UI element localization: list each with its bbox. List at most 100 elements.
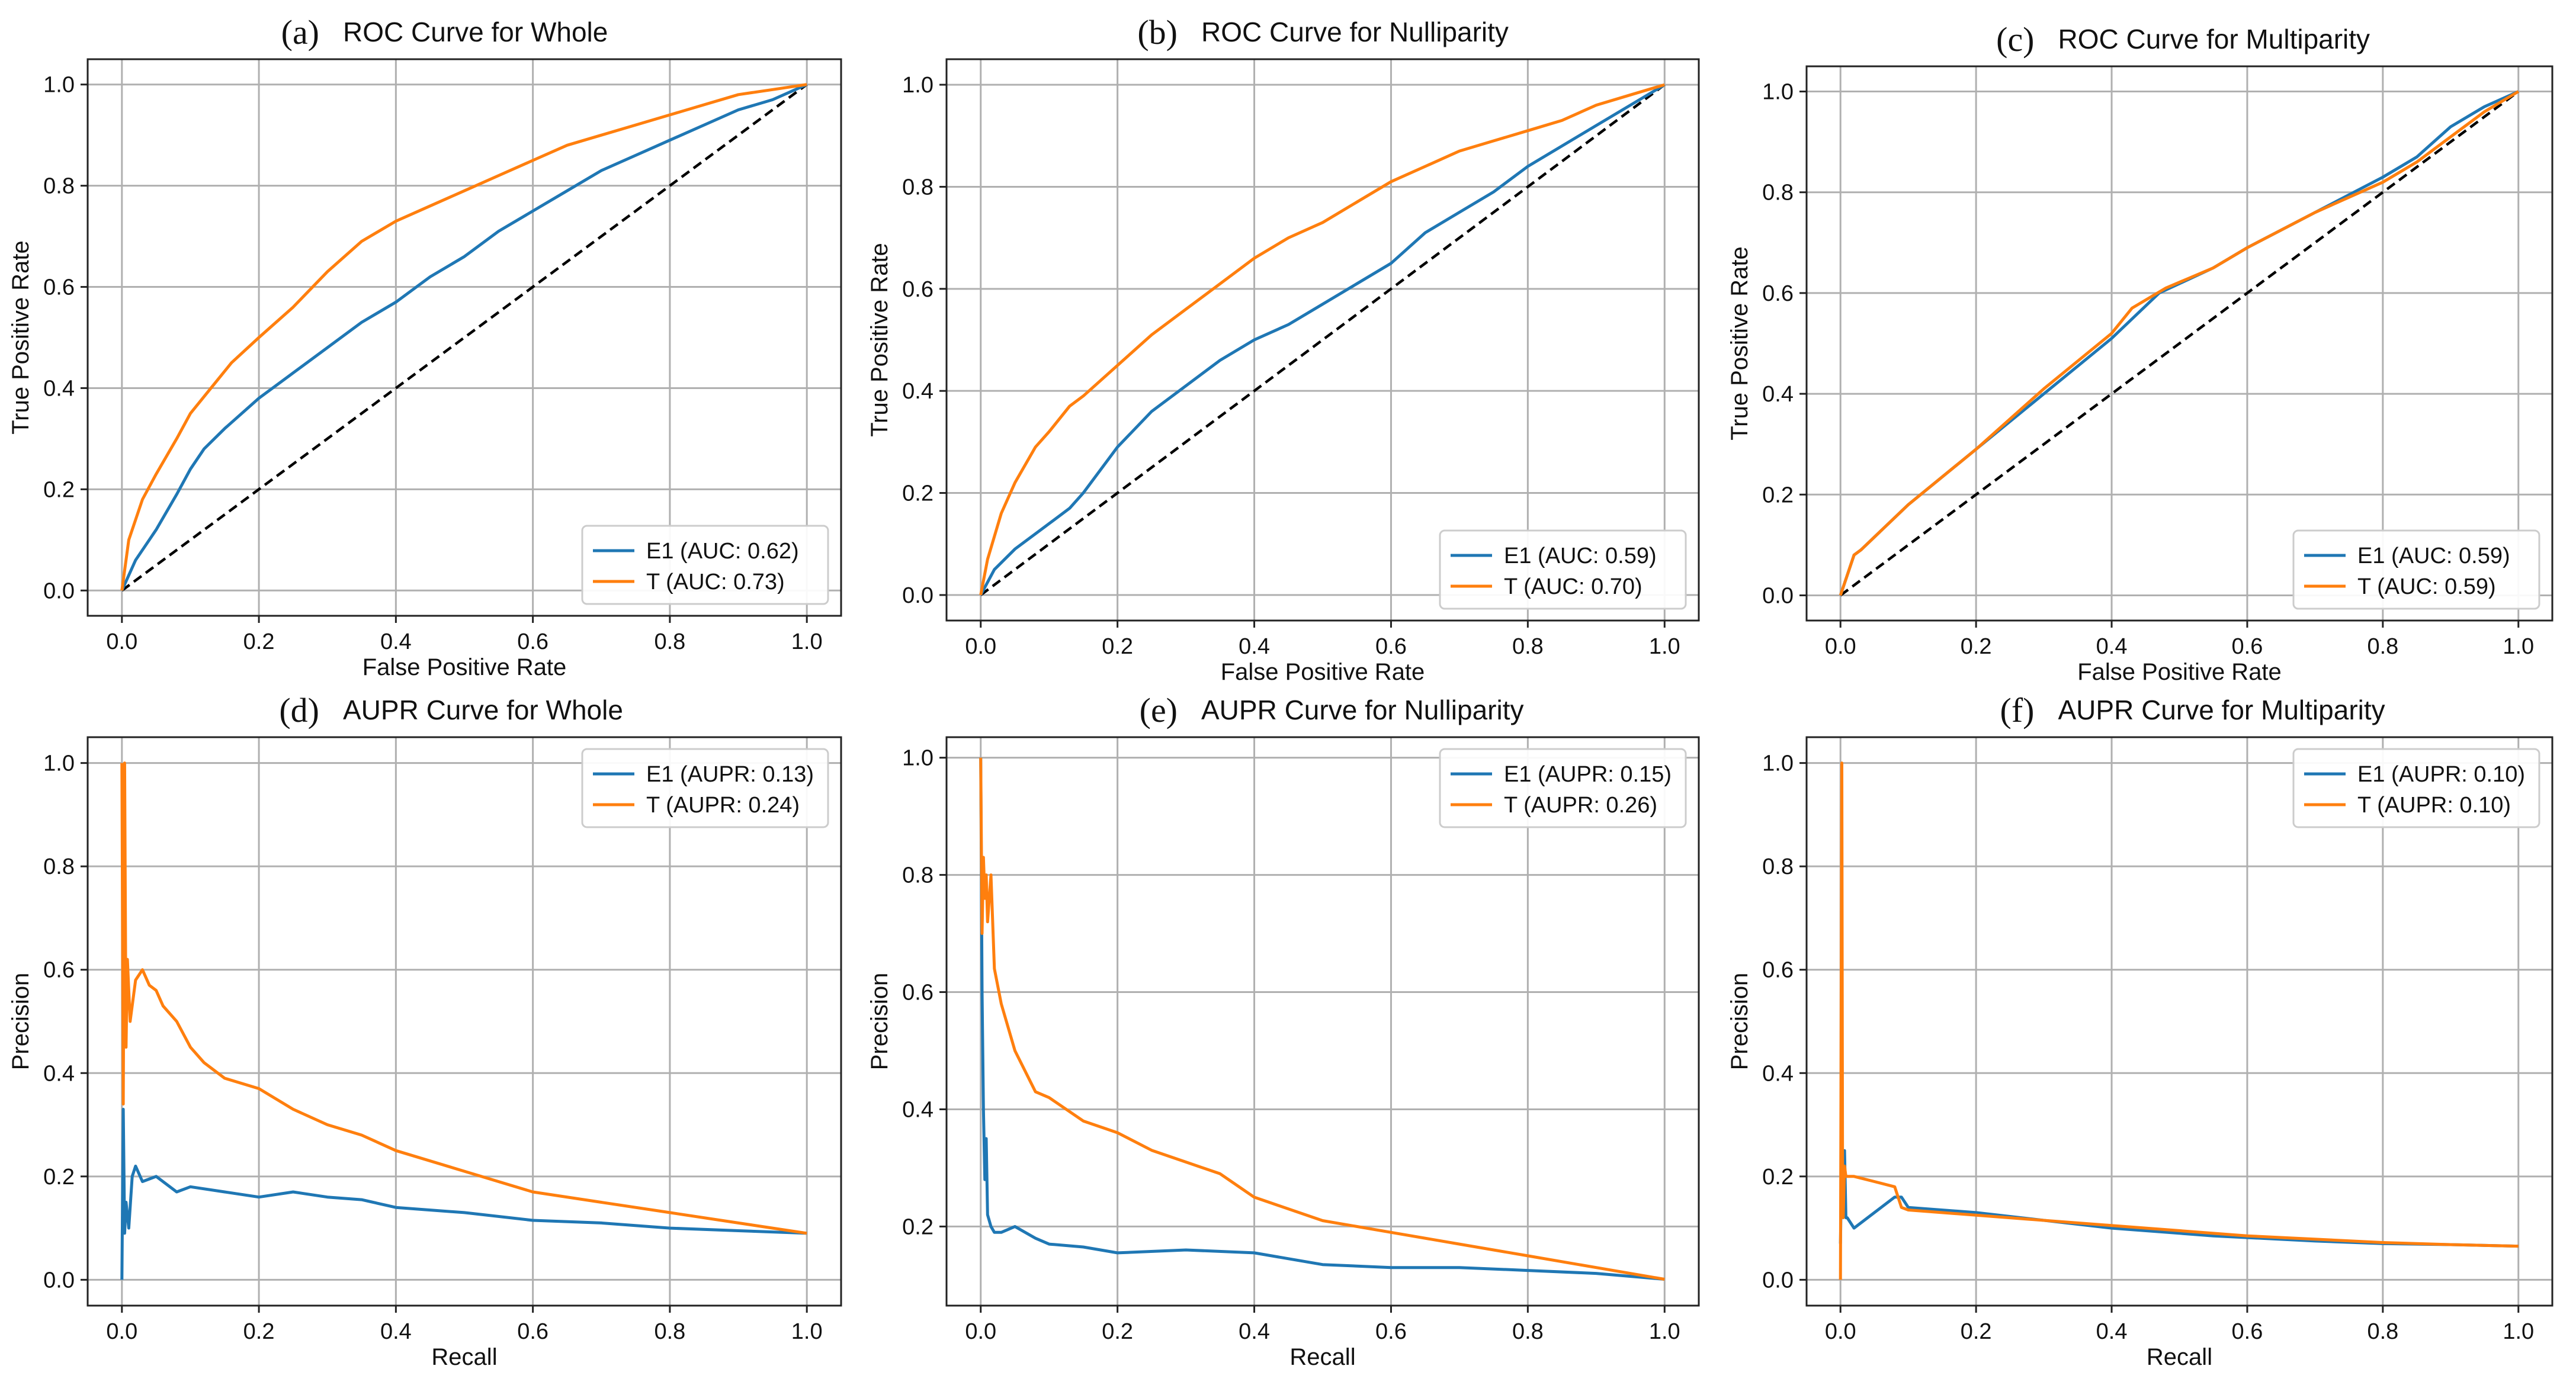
series-line-e1 bbox=[979, 83, 1666, 596]
legend-box bbox=[581, 525, 829, 605]
x-tick-label: 0.2 bbox=[1961, 1319, 1992, 1344]
y-tick-label: 0.8 bbox=[1762, 854, 1794, 879]
y-tick-label: 0.4 bbox=[43, 1061, 75, 1086]
panel-letter: (f) bbox=[2000, 691, 2035, 729]
chance-diagonal-line bbox=[1839, 90, 2520, 597]
legend-label-t: T (AUC: 0.70) bbox=[1504, 574, 1643, 599]
x-tick-label: 0.2 bbox=[1102, 1319, 1133, 1344]
y-axis-label: Precision bbox=[1727, 973, 1753, 1071]
y-tick-label: 1.0 bbox=[902, 73, 933, 98]
legend-label-e1: E1 (AUPR: 0.10) bbox=[2357, 762, 2525, 787]
plot-frame bbox=[945, 736, 1700, 1307]
y-tick-label: 0.0 bbox=[1762, 1268, 1794, 1293]
legend-label-e1: E1 (AUC: 0.62) bbox=[646, 539, 799, 564]
y-tick-label: 0.0 bbox=[43, 578, 75, 603]
x-tick-label: 0.4 bbox=[1239, 634, 1270, 659]
x-tick-label: 0.6 bbox=[1375, 634, 1407, 659]
panel-letter: (b) bbox=[1137, 13, 1178, 52]
series-line-t bbox=[979, 757, 1665, 1281]
x-tick-label: 0.8 bbox=[1512, 634, 1544, 659]
x-tick-label: 0.8 bbox=[654, 629, 685, 654]
x-tick-label: 0.2 bbox=[1961, 634, 1992, 659]
x-tick-label: 0.8 bbox=[2367, 634, 2398, 659]
series-line-e1 bbox=[979, 757, 1665, 1281]
series-line-t bbox=[1839, 761, 2519, 1280]
y-tick-label: 0.2 bbox=[902, 481, 933, 506]
legend-label-t: T (AUC: 0.73) bbox=[646, 570, 785, 594]
panel-title: ROC Curve for Whole bbox=[343, 17, 608, 47]
x-axis-label: False Positive Rate bbox=[1221, 659, 1425, 685]
plot-frame bbox=[86, 58, 842, 617]
x-tick-label: 0.6 bbox=[517, 629, 548, 654]
y-axis-label: True Positive Rate bbox=[867, 243, 893, 437]
x-tick-label: 0.0 bbox=[965, 1319, 996, 1344]
panel-b: 0.0 0.2 0.4 0.6 0.8 1.0 0.0 0.2 0.4 0.6 0.8 1.0 Fals… bbox=[867, 13, 1700, 685]
panel-title: AUPR Curve for Whole bbox=[343, 695, 623, 725]
y-tick-label: 0.2 bbox=[1762, 1165, 1794, 1190]
y-tick-label: 0.6 bbox=[1762, 281, 1794, 306]
panel-letter: (e) bbox=[1140, 691, 1178, 729]
panel-d: 0.0 0.2 0.4 0.6 0.8 1.0 0.0 0.2 0.4 0.6 0.8 1.0 Reca… bbox=[8, 691, 842, 1370]
x-tick-label: 0.4 bbox=[2096, 1319, 2128, 1344]
legend-label-e1: E1 (AUC: 0.59) bbox=[1504, 544, 1657, 568]
chance-diagonal-line bbox=[980, 83, 1666, 596]
grid bbox=[1807, 66, 2552, 621]
y-tick-label: 0.6 bbox=[902, 277, 933, 302]
y-tick-label: 0.4 bbox=[1762, 1061, 1794, 1086]
y-tick-label: 0.2 bbox=[43, 477, 75, 502]
x-tick-label: 0.8 bbox=[654, 1319, 685, 1344]
series-line-t bbox=[979, 83, 1666, 596]
y-tick-label: 0.0 bbox=[902, 583, 933, 608]
legend-label-t: T (AUPR: 0.26) bbox=[1504, 793, 1657, 818]
y-tick-label: 0.2 bbox=[43, 1165, 75, 1190]
x-tick-label: 0.2 bbox=[243, 1319, 275, 1344]
panel-f: 0.0 0.2 0.4 0.6 0.8 1.0 0.0 0.2 0.4 0.6 0.8 1.0 Reca… bbox=[1727, 691, 2553, 1370]
chance-diagonal-line bbox=[121, 83, 808, 592]
legend-label-e1: E1 (AUC: 0.59) bbox=[2357, 544, 2510, 568]
x-axis-label: False Positive Rate bbox=[2077, 659, 2282, 685]
y-tick-label: 0.6 bbox=[43, 958, 75, 983]
legend-label-e1: E1 (AUPR: 0.15) bbox=[1504, 762, 1672, 787]
y-tick-label: 1.0 bbox=[1762, 751, 1794, 776]
legend-box bbox=[1439, 748, 1687, 828]
x-tick-label: 0.4 bbox=[380, 629, 412, 654]
panel-a: 0.0 0.2 0.4 0.6 0.8 1.0 0.0 0.2 0.4 0.6 0.8 1.0 Fals… bbox=[8, 13, 842, 680]
x-axis-label: Recall bbox=[1289, 1344, 1355, 1370]
grid bbox=[1807, 737, 2552, 1306]
panel-letter: (c) bbox=[1996, 20, 2034, 59]
panel-letter: (d) bbox=[279, 691, 319, 729]
y-axis-label: True Positive Rate bbox=[1727, 246, 1753, 441]
legend-label-t: T (AUPR: 0.24) bbox=[646, 793, 800, 818]
plot-frame bbox=[1805, 65, 2553, 622]
legend-box bbox=[2292, 529, 2540, 610]
y-tick-label: 0.2 bbox=[902, 1214, 933, 1239]
x-tick-label: 1.0 bbox=[791, 1319, 823, 1344]
x-tick-label: 0.6 bbox=[517, 1319, 548, 1344]
legend-box bbox=[2292, 748, 2540, 828]
x-tick-label: 0.0 bbox=[1825, 634, 1856, 659]
x-tick-label: 1.0 bbox=[1649, 1319, 1680, 1344]
y-tick-label: 0.0 bbox=[43, 1268, 75, 1293]
y-tick-label: 0.2 bbox=[1762, 483, 1794, 507]
plot-frame bbox=[86, 736, 842, 1307]
panel-title: ROC Curve for Nulliparity bbox=[1201, 17, 1509, 47]
x-tick-label: 1.0 bbox=[2503, 1319, 2534, 1344]
x-tick-label: 1.0 bbox=[791, 629, 823, 654]
panel-e: 0.0 0.2 0.4 0.6 0.8 1.0 0.2 0.4 0.6 0.8 1.0 Recall P… bbox=[867, 691, 1700, 1370]
x-axis-label: Recall bbox=[2147, 1344, 2212, 1370]
x-tick-label: 1.0 bbox=[1649, 634, 1680, 659]
x-tick-label: 0.2 bbox=[1102, 634, 1133, 659]
x-tick-label: 0.4 bbox=[380, 1319, 412, 1344]
x-tick-label: 0.8 bbox=[1512, 1319, 1544, 1344]
panel-letter: (a) bbox=[281, 13, 319, 52]
panel-title: AUPR Curve for Multiparity bbox=[2058, 695, 2385, 725]
legend: E1 (AUPR: 0.15) T (AUPR: 0.26) bbox=[1439, 748, 1687, 828]
x-tick-label: 0.4 bbox=[1239, 1319, 1270, 1344]
series-line-t bbox=[120, 761, 807, 1235]
y-tick-label: 0.8 bbox=[43, 854, 75, 879]
panel-title: AUPR Curve for Nulliparity bbox=[1201, 695, 1523, 725]
legend-label-t: T (AUPR: 0.10) bbox=[2357, 793, 2511, 818]
y-tick-label: 0.0 bbox=[1762, 583, 1794, 608]
legend-label-t: T (AUC: 0.59) bbox=[2357, 574, 2496, 599]
